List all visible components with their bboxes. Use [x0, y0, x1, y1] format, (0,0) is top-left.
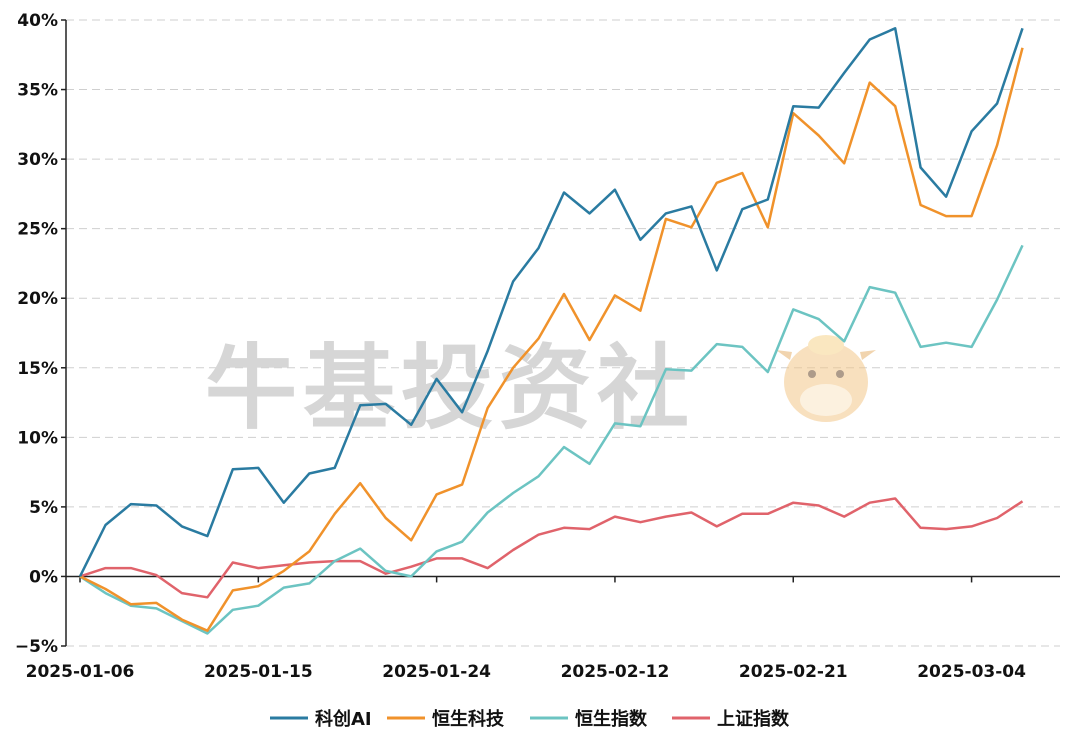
y-tick-label: 40%	[17, 11, 58, 31]
series-line-3	[79, 497, 1024, 599]
legend-label: 恒生指数	[575, 708, 648, 730]
y-tick-label: −5%	[15, 637, 58, 657]
watermark-cow-mascot-icon	[776, 335, 876, 422]
y-tick-label: 5%	[29, 498, 58, 518]
series-line-1	[79, 47, 1024, 632]
y-tick-label: 20%	[17, 289, 58, 309]
legend-label: 科创AI	[315, 708, 372, 730]
x-tick-label: 2025-01-24	[382, 662, 491, 682]
watermark-text: 牛基投资社	[205, 335, 695, 442]
y-tick-label: 25%	[17, 220, 58, 240]
legend-label: 恒生科技	[432, 708, 505, 730]
legend-label: 上证指数	[717, 708, 790, 730]
y-tick-label: 35%	[17, 81, 58, 101]
legend: 科创AI 恒生科技 恒生指数 上证指数	[270, 708, 790, 730]
x-tick-label: 2025-03-04	[917, 662, 1026, 682]
y-tick-label: 10%	[17, 428, 58, 448]
x-tick-label: 2025-01-15	[204, 662, 313, 682]
series-lines	[78, 27, 1024, 635]
series-line-2	[79, 244, 1024, 635]
y-tick-label: 15%	[17, 359, 58, 379]
series-line-0	[78, 27, 1024, 577]
y-axis: −5% 0% 5% 10% 15% 20% 25% 30% 35% 40%	[15, 11, 67, 657]
x-tick-label: 2025-01-06	[26, 662, 135, 682]
y-tick-label: 0%	[29, 567, 58, 587]
x-axis: 2025-01-06 2025-01-15 2025-01-24 2025-02-12…	[26, 575, 1060, 682]
y-tick-label: 30%	[17, 150, 58, 170]
x-tick-label: 2025-02-12	[561, 662, 670, 682]
x-tick-label: 2025-02-21	[739, 662, 848, 682]
